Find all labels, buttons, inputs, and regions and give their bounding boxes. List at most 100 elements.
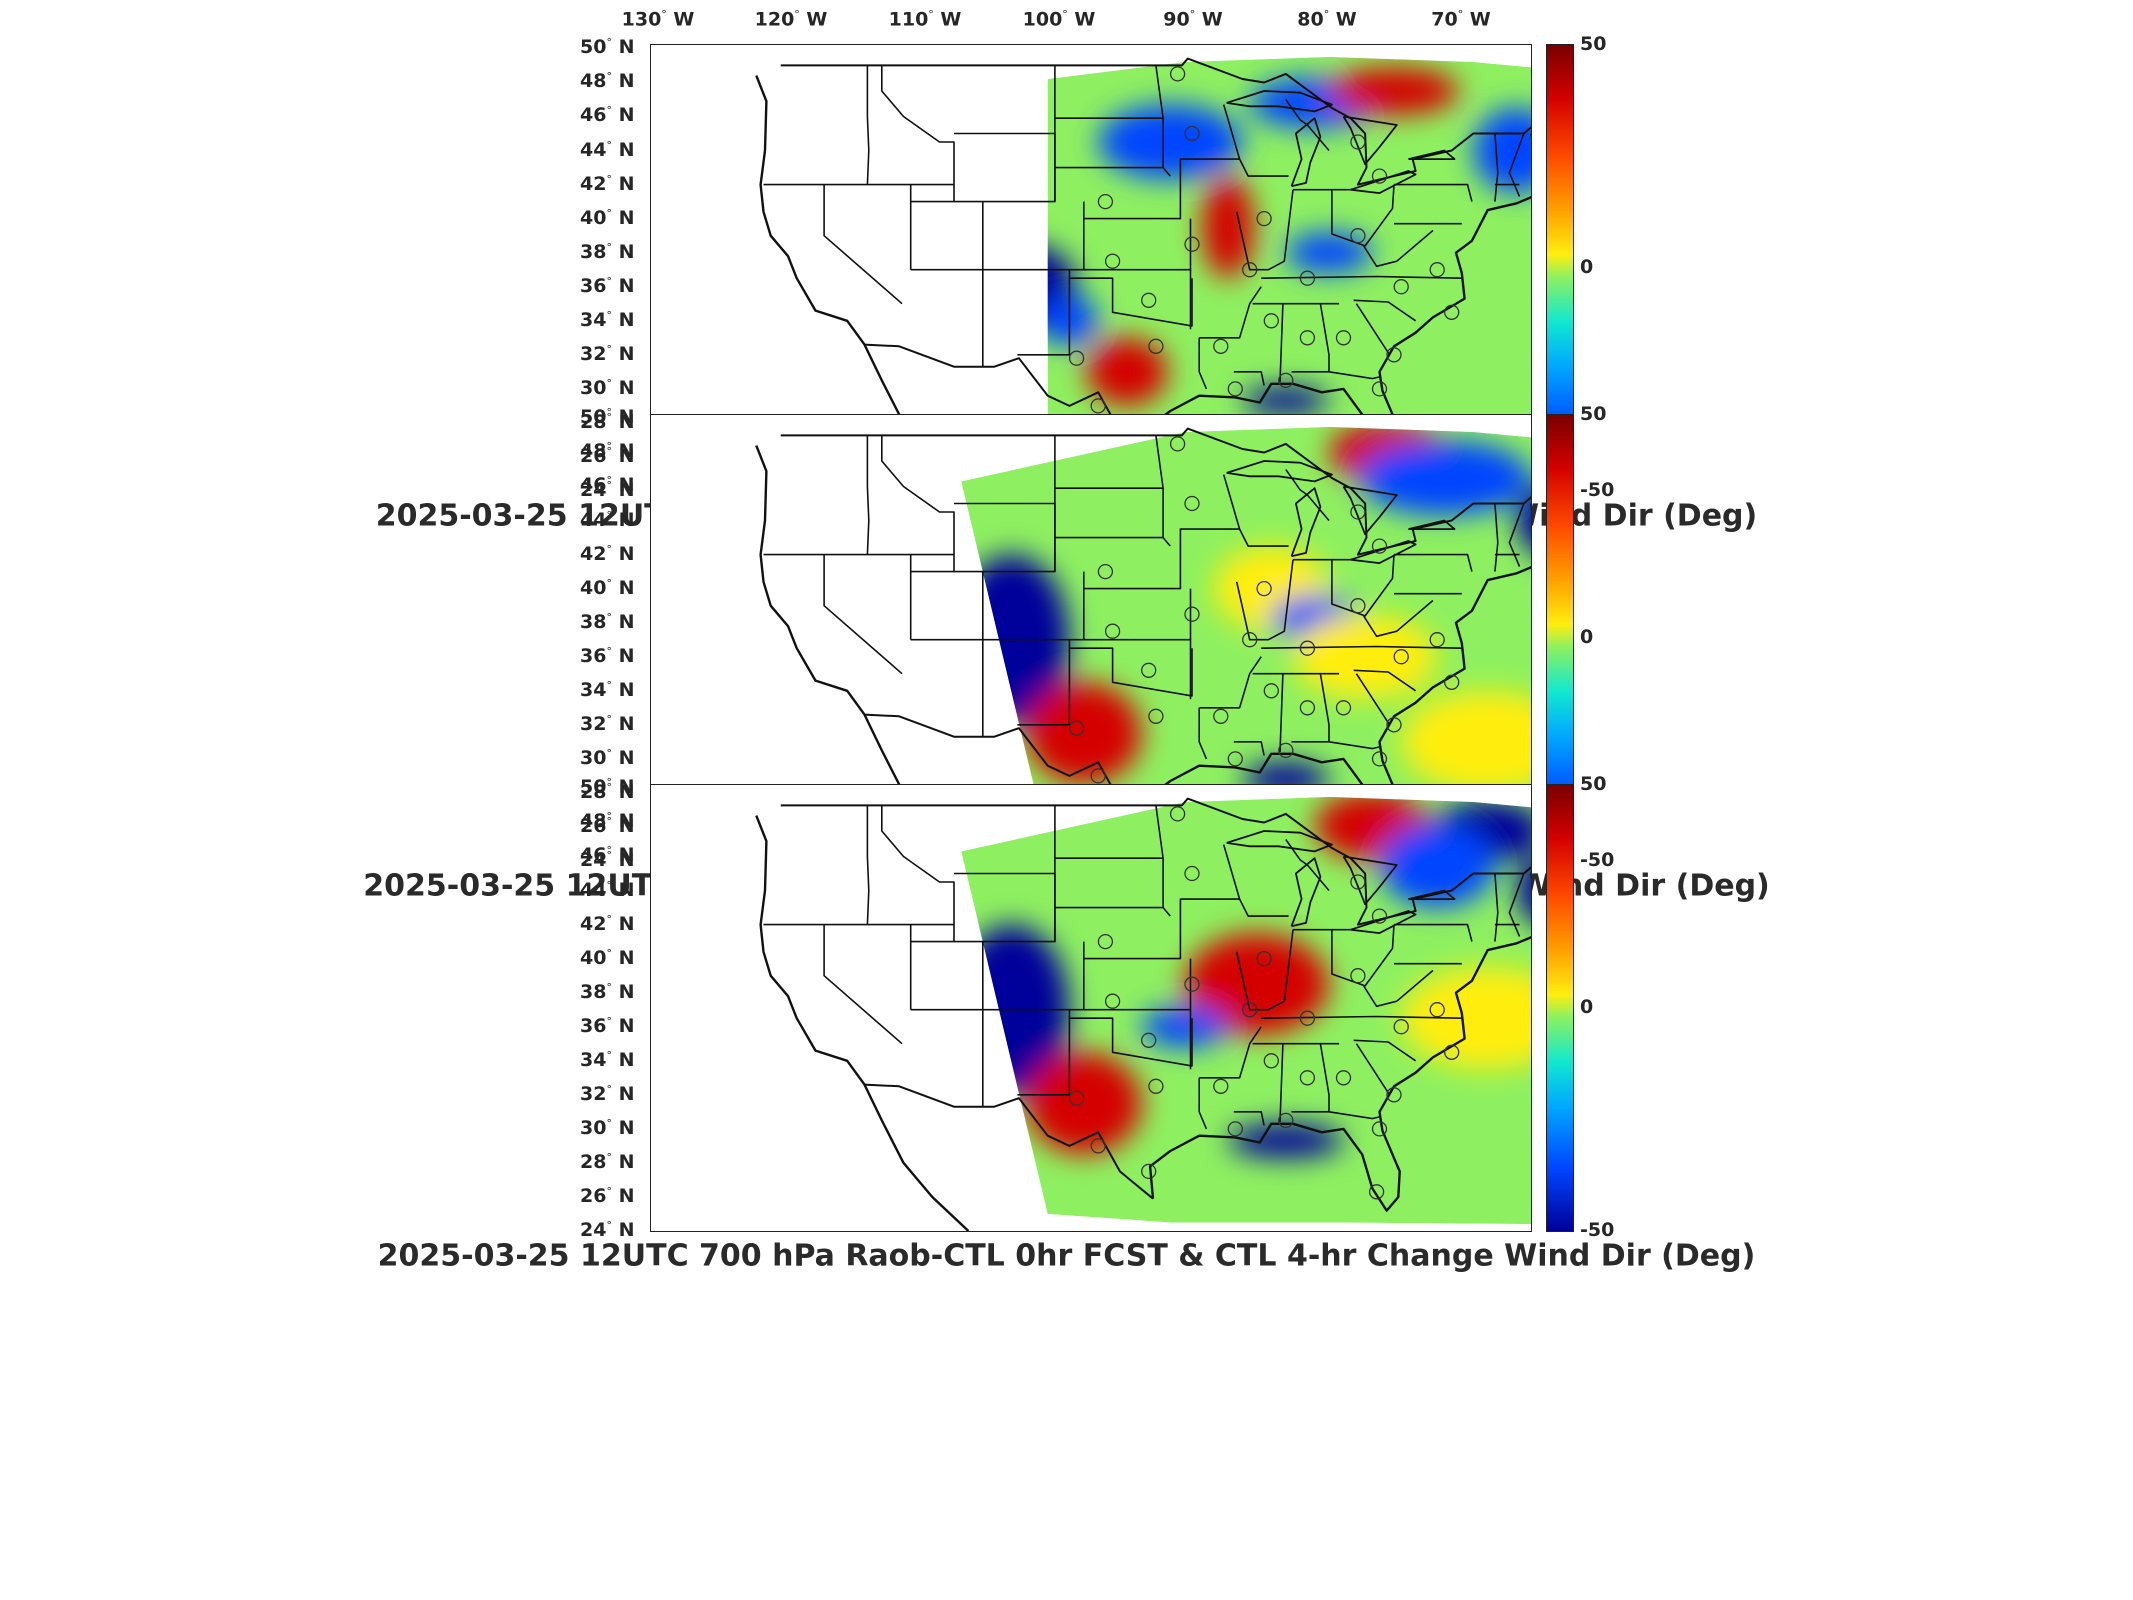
state-border	[1328, 741, 1380, 750]
raob-station-marker	[1256, 950, 1272, 967]
latitude-label: 30° N	[580, 376, 635, 400]
state-border	[1285, 839, 1330, 892]
longitude-label: 70° W	[1431, 8, 1491, 31]
colorbar-tick-label: 0	[1580, 626, 1594, 648]
raob-station-marker	[1213, 708, 1229, 724]
raob-station-marker	[1256, 580, 1272, 597]
raob-station-marker	[1393, 1019, 1409, 1035]
raob-station-marker	[1184, 976, 1200, 992]
raob-station-marker	[1444, 674, 1460, 690]
raob-station-marker	[1169, 66, 1186, 82]
raob-station-marker	[1242, 262, 1258, 278]
raob-station-marker	[1104, 253, 1121, 269]
wind-dir-change-region	[1473, 107, 1531, 194]
raob-station-marker	[1141, 662, 1157, 678]
state-border	[1017, 1009, 1071, 1096]
raob-station-marker	[1386, 1087, 1402, 1103]
latitude-label: 28° N	[580, 780, 635, 804]
gulf-atlantic-coastline	[1148, 566, 1531, 842]
latitude-label: 48° N	[580, 70, 635, 93]
state-border	[1069, 647, 1193, 697]
wind-dir-change-region	[1285, 232, 1373, 274]
wind-dir-change-region	[1401, 967, 1531, 1070]
wind-dir-change-region	[1357, 440, 1531, 516]
state-border	[1155, 435, 1171, 547]
raob-station-marker	[1393, 279, 1409, 295]
state-border	[1331, 184, 1395, 247]
state-border	[1394, 183, 1473, 202]
mexico-border	[864, 713, 1154, 830]
raob-station-marker	[1104, 623, 1121, 639]
latitude-label: 32° N	[580, 342, 635, 365]
raob-station-marker	[1386, 347, 1402, 363]
raob-station-marker	[1097, 193, 1114, 210]
state-border	[1279, 1043, 1284, 1123]
state-border	[1233, 740, 1265, 756]
wind-dir-change-region	[1086, 337, 1168, 406]
latitude-label: 42° N	[580, 912, 635, 935]
wind-dir-change-region	[1293, 614, 1438, 700]
state-border	[1199, 286, 1262, 339]
state-border	[1198, 337, 1208, 390]
raob-station-marker	[1068, 1090, 1085, 1106]
state-border	[1328, 371, 1380, 380]
state-border	[1235, 559, 1294, 641]
raob-station-marker	[1299, 270, 1316, 286]
state-border	[1355, 303, 1391, 356]
state-border	[1238, 158, 1289, 177]
raob-station-marker	[1184, 236, 1200, 252]
great-lake-outline	[1350, 910, 1417, 935]
colorbar-tick-label: 0	[1580, 256, 1594, 278]
raob-station-marker	[1090, 398, 1106, 414]
latitude-label: 26° N	[580, 444, 635, 468]
latitude-label: 32° N	[580, 1082, 635, 1105]
state-border	[1494, 873, 1499, 942]
raob-station-marker	[1371, 168, 1388, 184]
latitude-label: 50° N	[580, 36, 635, 59]
raob-station-marker	[1263, 1053, 1279, 1069]
state-border	[1355, 1043, 1391, 1096]
raob-station-marker	[1371, 1121, 1388, 1137]
state-border	[1261, 275, 1462, 279]
latitude-label: 40° N	[580, 206, 635, 229]
raob-station-marker	[1393, 649, 1409, 665]
great-lake-outline	[1342, 855, 1398, 906]
raob-station-marker	[1169, 436, 1186, 452]
raob-station-marker	[1444, 1044, 1460, 1060]
state-border	[1261, 645, 1462, 649]
latitude-label: 46° N	[580, 474, 635, 497]
state-border	[1235, 189, 1294, 271]
state-border	[1291, 303, 1330, 373]
raob-station-marker	[1429, 262, 1445, 278]
raob-station-marker	[1148, 1078, 1164, 1094]
raob-station-marker	[1335, 700, 1352, 716]
latitude-label: 36° N	[580, 1014, 635, 1037]
raob-station-marker	[1386, 717, 1402, 733]
wind-dir-change-region	[1184, 933, 1329, 1036]
raob-station-marker	[1350, 968, 1366, 984]
raob-station-marker	[1242, 1002, 1258, 1018]
latitude-label: 38° N	[580, 980, 635, 1003]
latitude-label: 40° N	[580, 946, 635, 969]
raob-station-marker	[1148, 708, 1164, 724]
raob-station-marker	[1278, 742, 1294, 759]
state-border	[1394, 553, 1473, 572]
state-border	[1331, 554, 1395, 617]
raob-station-marker	[1299, 1010, 1316, 1026]
raob-station-marker	[1299, 700, 1316, 716]
state-border	[881, 805, 955, 943]
state-border	[1494, 503, 1499, 572]
latitude-label: 24° N	[580, 848, 635, 872]
map-svg	[755, 426, 1531, 861]
state-border	[1198, 1077, 1208, 1130]
state-border	[1355, 673, 1391, 726]
raob-station-marker	[1278, 1112, 1294, 1129]
latitude-label: 44° N	[580, 508, 635, 531]
raob-station-marker	[1335, 1070, 1352, 1086]
gulf-atlantic-coastline	[1148, 196, 1531, 472]
canada-border	[780, 427, 1531, 556]
great-lake-outline	[1290, 487, 1322, 558]
raob-station-marker	[1141, 1163, 1157, 1180]
great-lake-outline	[1226, 460, 1333, 483]
latitude-label: 48° N	[580, 810, 635, 833]
